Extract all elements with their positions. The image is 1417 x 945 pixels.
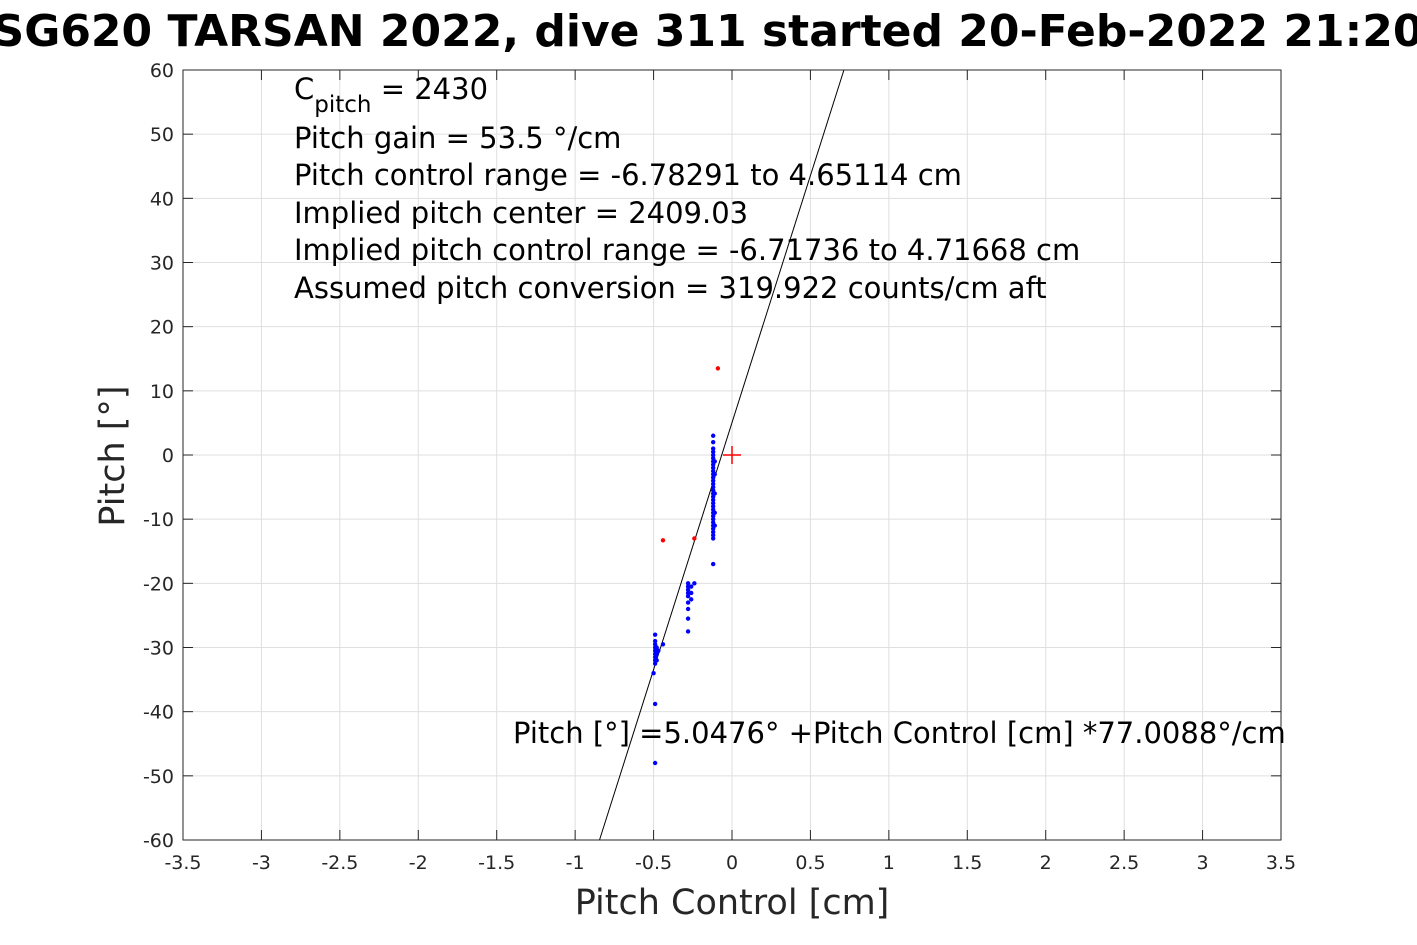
data-point [652, 638, 658, 644]
data-point [712, 510, 717, 515]
x-tick-label: -0.5 [635, 852, 672, 874]
data-point [710, 449, 716, 454]
data-point [685, 590, 691, 596]
x-tick-label: -3 [252, 852, 271, 874]
c-pitch-annotation: Cpitch = 2430 [294, 72, 488, 118]
pitch-gain-annotation: Pitch gain = 53.5 °/cm [294, 121, 621, 155]
x-tick-label: 3 [1197, 852, 1209, 874]
data-point [651, 670, 656, 676]
x-tick-label: 0 [726, 852, 738, 874]
data-point [710, 561, 716, 567]
y-tick-label: 50 [150, 124, 174, 146]
y-tick-label: 10 [150, 381, 174, 403]
data-point [710, 500, 716, 506]
data-point [710, 481, 716, 487]
y-tick-label: 60 [150, 60, 174, 82]
data-point [712, 491, 717, 496]
data-point [710, 478, 716, 483]
data-point [685, 584, 691, 589]
x-tick-label: -1 [566, 852, 585, 874]
x-tick-label: 1.5 [952, 852, 982, 874]
data-point [710, 439, 716, 445]
x-tick-label: -1.5 [478, 852, 515, 874]
y-tick-label: -10 [143, 509, 174, 531]
data-point [685, 600, 691, 605]
data-point [710, 533, 716, 538]
y-tick-label: -20 [143, 573, 174, 595]
data-point [710, 536, 716, 541]
data-point [710, 504, 716, 509]
data-points [651, 366, 721, 766]
data-point [685, 593, 691, 599]
y-tick-label: -40 [143, 702, 174, 724]
implied-pitch-control-range-annotation: Implied pitch control range = -6.71736 t… [294, 233, 1080, 267]
data-point [710, 529, 716, 535]
data-point [689, 584, 694, 589]
data-point [654, 658, 659, 663]
y-tick-label: 30 [150, 253, 174, 275]
x-tick-label: 2 [1040, 852, 1052, 874]
data-point [685, 581, 691, 586]
data-point [712, 472, 717, 477]
data-point [685, 606, 691, 612]
data-point [710, 497, 716, 503]
x-tick-label: 2.5 [1109, 852, 1139, 874]
pitch-conversion-annotation: Assumed pitch conversion = 319.922 count… [294, 271, 1047, 305]
x-tick-labels: -3.5 -3 -2.5 -2 -1.5 -1 -0.5 0 0.5 1 1.5 2 2.5 3 3.5 [164, 852, 1296, 874]
fit-equation-annotation: Pitch [°] =5.0476° +Pitch Control [cm] *… [513, 716, 1286, 750]
y-tick-labels: -60 -50 -40 -30 -20 -10 0 10 20 30 40 50 60 [143, 60, 174, 852]
data-point [652, 632, 658, 637]
data-point [692, 581, 697, 586]
x-tick-label: -2 [409, 852, 428, 874]
y-tick-label: 0 [162, 445, 174, 467]
y-tick-label: -30 [143, 638, 174, 660]
data-point [689, 597, 694, 602]
data-point [710, 484, 716, 490]
data-point [715, 366, 721, 371]
data-point [712, 523, 717, 528]
x-tick-label: 1 [883, 852, 895, 874]
data-point [685, 629, 691, 634]
data-point [710, 465, 716, 471]
x-tick-label: -3.5 [164, 852, 201, 874]
center-marker-group [723, 446, 741, 464]
y-tick-label: -50 [143, 766, 174, 788]
x-tick-label: 0.5 [795, 852, 825, 874]
x-axis-label: Pitch Control [cm] [575, 883, 890, 923]
data-point [660, 538, 666, 543]
pitch-control-range-annotation: Pitch control range = -6.78291 to 4.6511… [294, 158, 962, 192]
fit-line-group [599, 69, 845, 841]
x-tick-label: 3.5 [1266, 852, 1296, 874]
data-point [660, 642, 666, 647]
y-tick-label: 20 [150, 317, 174, 339]
plot-frame [182, 69, 1282, 841]
y-tick-label: 40 [150, 188, 174, 210]
data-point [656, 648, 661, 653]
y-axis-label: Pitch [°] [93, 385, 133, 526]
x-tick-label: -2.5 [321, 852, 358, 874]
data-point [710, 446, 716, 451]
data-point [652, 701, 658, 707]
data-point [710, 516, 716, 522]
data-point [710, 433, 716, 438]
data-point [712, 459, 717, 464]
data-point [692, 536, 697, 541]
chart-title: SG620 TARSAN 2022, dive 311 started 20-F… [0, 6, 1417, 57]
implied-pitch-center-annotation: Implied pitch center = 2409.03 [294, 196, 748, 230]
data-point [685, 587, 691, 592]
data-point [685, 616, 691, 621]
y-tick-label: -60 [143, 830, 174, 852]
data-point [689, 590, 694, 596]
data-point [710, 452, 716, 458]
data-point [652, 760, 658, 766]
fit-line [599, 69, 845, 841]
